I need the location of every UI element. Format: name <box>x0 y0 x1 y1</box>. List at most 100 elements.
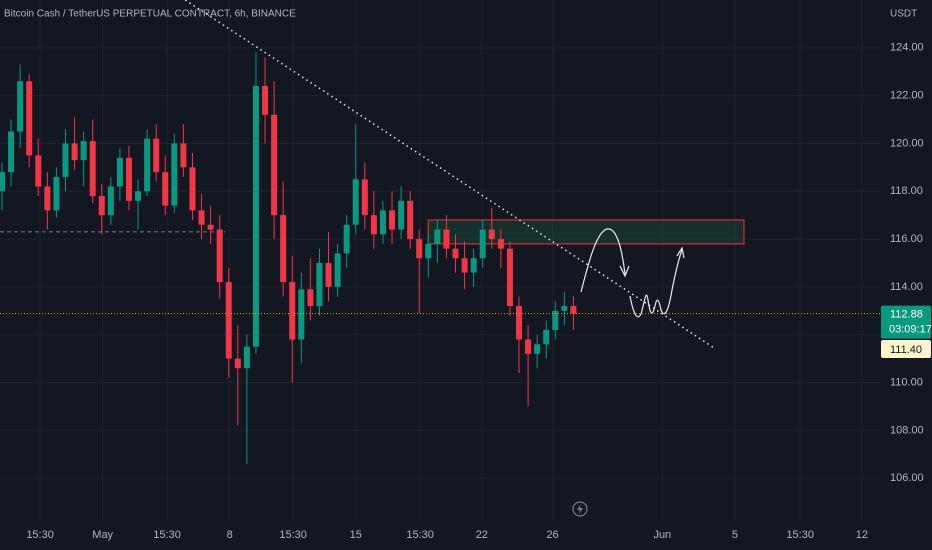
y-tick-label: 116.00 <box>890 233 923 245</box>
y-tick-label: 118.00 <box>890 185 923 197</box>
icon-bolt <box>577 504 583 514</box>
countdown-label: 03:09:17 <box>889 324 932 336</box>
arrow-head <box>676 246 685 259</box>
candle-body <box>153 138 160 173</box>
replay-icon[interactable] <box>572 501 588 517</box>
candle-body <box>298 289 305 340</box>
candle-body <box>262 86 269 115</box>
sketch-arrow <box>629 249 683 318</box>
candle-body <box>461 258 468 273</box>
x-tick-label: May <box>92 529 113 541</box>
candle-body <box>352 179 359 225</box>
candle-body <box>407 200 414 240</box>
candle-body <box>35 155 42 187</box>
candle-body <box>0 172 5 192</box>
x-tick-label: 5 <box>732 529 738 541</box>
x-tick-label: 15 <box>350 529 362 541</box>
x-tick-label: Jun <box>653 529 671 541</box>
candle-body <box>543 329 550 345</box>
y-tick-label: 110.00 <box>890 376 923 388</box>
candle-body <box>53 176 60 211</box>
trend-end-box <box>881 340 931 359</box>
y-tick-label: 108.00 <box>890 424 924 436</box>
candle-body <box>570 306 577 314</box>
candle-body <box>289 282 296 340</box>
candle-body <box>488 229 495 240</box>
candle-body <box>26 81 33 156</box>
candle-body <box>389 210 396 230</box>
candle-body <box>280 215 287 283</box>
candle-body <box>8 131 15 173</box>
currency-label: USDT <box>890 9 917 20</box>
candle-body <box>44 186 51 211</box>
candle-body <box>516 306 523 340</box>
x-tick-label: 12 <box>856 529 868 541</box>
arrow-head <box>619 265 630 278</box>
x-tick-label: 8 <box>227 529 233 541</box>
candle-body <box>71 143 78 161</box>
candle-body <box>98 196 105 216</box>
time-axis <box>0 520 932 550</box>
candle-body <box>334 253 341 287</box>
candle-body <box>307 289 314 307</box>
candle-body <box>135 191 142 201</box>
candle-body <box>243 346 250 369</box>
y-tick-label: 114.00 <box>890 281 923 293</box>
candle-body <box>207 224 214 230</box>
grid <box>0 0 880 520</box>
candle-body <box>434 229 441 244</box>
y-tick-label: 106.00 <box>890 472 924 484</box>
candle-body <box>80 141 87 161</box>
candle-body <box>416 239 423 259</box>
candle-body <box>171 143 178 206</box>
candle-body <box>62 143 69 177</box>
candle-body <box>479 229 486 259</box>
x-tick-label: 15:30 <box>153 529 181 541</box>
x-tick-label: 26 <box>546 529 558 541</box>
last-price-label: 112.88 <box>890 309 923 321</box>
last-price-box <box>881 305 931 339</box>
candle-body <box>361 179 368 216</box>
candle-body <box>189 167 196 211</box>
candle-body <box>497 239 504 249</box>
plot <box>0 0 745 464</box>
candle-body <box>425 243 432 259</box>
candle-body <box>225 282 232 359</box>
icon-ring <box>572 501 588 517</box>
candle-body <box>316 262 323 307</box>
candle-body <box>17 81 24 132</box>
candle-body <box>144 138 151 192</box>
zone-box <box>427 219 745 245</box>
x-tick-label: 15:30 <box>26 529 54 541</box>
candle-body <box>552 310 559 330</box>
candle-body <box>343 224 350 254</box>
chart-title: Bitcoin Cash / TetherUS PERPETUAL CONTRA… <box>4 9 296 20</box>
candle-body <box>379 210 386 235</box>
candle-body <box>325 262 332 287</box>
x-tick-label: 15:30 <box>786 529 814 541</box>
candle-body <box>398 200 405 230</box>
candle-body <box>125 157 132 201</box>
candle-body <box>180 143 187 168</box>
candle-body <box>534 344 541 354</box>
y-tick-label: 122.00 <box>890 90 924 102</box>
trend-line <box>184 0 717 350</box>
trend-end-label: 111.40 <box>890 344 922 356</box>
candle-body <box>116 157 123 187</box>
candle-body <box>470 258 477 273</box>
sketch-arrow <box>580 228 626 293</box>
y-tick-label: 120.00 <box>890 137 924 149</box>
candle-body <box>452 248 459 259</box>
candle-body <box>506 248 513 307</box>
x-tick-label: 22 <box>476 529 488 541</box>
y-tick-label: 124.00 <box>890 42 924 54</box>
candle-body <box>370 215 377 235</box>
candle-body <box>525 339 532 354</box>
candle-body <box>271 114 278 216</box>
price-axis <box>880 0 932 550</box>
candle-body <box>162 172 169 206</box>
candle-body <box>216 229 223 283</box>
